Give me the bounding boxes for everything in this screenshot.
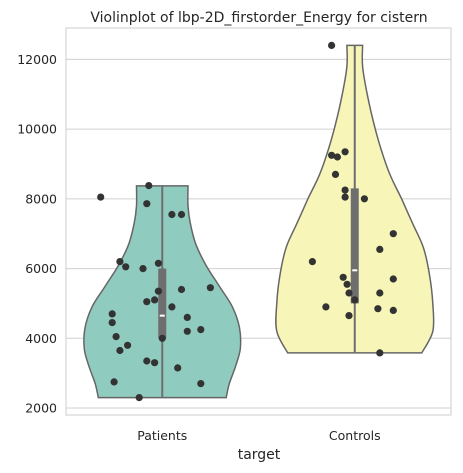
data-point bbox=[183, 313, 191, 321]
axes-frame bbox=[65, 27, 452, 416]
data-point bbox=[154, 287, 162, 295]
data-point bbox=[116, 258, 124, 266]
data-point bbox=[389, 230, 397, 238]
data-point bbox=[135, 394, 143, 402]
data-point bbox=[183, 327, 191, 335]
data-point bbox=[168, 303, 176, 311]
data-point bbox=[143, 200, 151, 208]
data-point bbox=[143, 298, 151, 306]
data-point bbox=[197, 380, 205, 388]
data-point bbox=[376, 289, 384, 297]
y-tick-label: 6000 bbox=[25, 261, 57, 276]
data-point bbox=[345, 289, 353, 297]
x-tick-label: Patients bbox=[137, 428, 187, 443]
data-point bbox=[112, 333, 120, 341]
data-point bbox=[339, 273, 347, 281]
data-point bbox=[97, 193, 105, 201]
data-point bbox=[174, 364, 182, 372]
x-tick-labels: Patients Controls bbox=[137, 428, 380, 443]
data-point bbox=[122, 263, 130, 271]
iqr-box bbox=[158, 268, 167, 339]
data-point bbox=[351, 296, 359, 304]
data-point bbox=[177, 210, 186, 219]
data-point bbox=[376, 245, 384, 253]
data-point bbox=[341, 193, 349, 201]
data-point bbox=[345, 312, 353, 320]
data-point bbox=[124, 341, 132, 349]
y-tick-label: 4000 bbox=[25, 331, 57, 346]
data-point bbox=[168, 210, 176, 219]
data-point bbox=[139, 265, 147, 273]
data-point bbox=[308, 258, 316, 266]
x-axis-label: target bbox=[238, 447, 281, 463]
y-tick-label: 2000 bbox=[25, 401, 57, 416]
data-point bbox=[143, 357, 151, 365]
data-point bbox=[197, 326, 205, 334]
y-tick-label: 12000 bbox=[17, 52, 57, 67]
median-mark bbox=[352, 269, 358, 272]
data-point bbox=[328, 41, 336, 50]
data-point bbox=[154, 259, 162, 267]
data-point bbox=[389, 306, 397, 314]
median-mark bbox=[159, 314, 165, 317]
data-point bbox=[110, 378, 118, 386]
data-point bbox=[331, 170, 340, 178]
y-tick-label: 8000 bbox=[25, 191, 57, 206]
data-point bbox=[206, 284, 214, 292]
data-point bbox=[322, 303, 330, 311]
data-point bbox=[376, 349, 384, 357]
data-point bbox=[341, 148, 349, 156]
data-point bbox=[151, 296, 159, 304]
data-point bbox=[145, 182, 153, 190]
data-point bbox=[374, 305, 382, 313]
y-tick-label: 10000 bbox=[17, 122, 57, 137]
data-point bbox=[360, 195, 368, 203]
data-point bbox=[158, 334, 166, 342]
iqr-box bbox=[350, 188, 359, 304]
data-point bbox=[328, 151, 336, 159]
strip-points bbox=[97, 41, 397, 402]
data-point bbox=[151, 359, 159, 367]
data-point bbox=[333, 153, 341, 161]
chart-title: Violinplot of lbp-2D_firstorder_Energy f… bbox=[90, 10, 427, 26]
data-point bbox=[177, 285, 186, 294]
x-tick-label: Controls bbox=[329, 428, 381, 443]
data-point bbox=[341, 186, 349, 194]
data-point bbox=[108, 310, 116, 318]
data-point bbox=[389, 275, 397, 283]
data-point bbox=[343, 280, 351, 288]
data-point bbox=[108, 319, 116, 327]
y-tick-labels: 2000 4000 6000 8000 10000 12000 bbox=[17, 52, 57, 416]
violins bbox=[83, 44, 435, 399]
data-point bbox=[116, 346, 124, 355]
